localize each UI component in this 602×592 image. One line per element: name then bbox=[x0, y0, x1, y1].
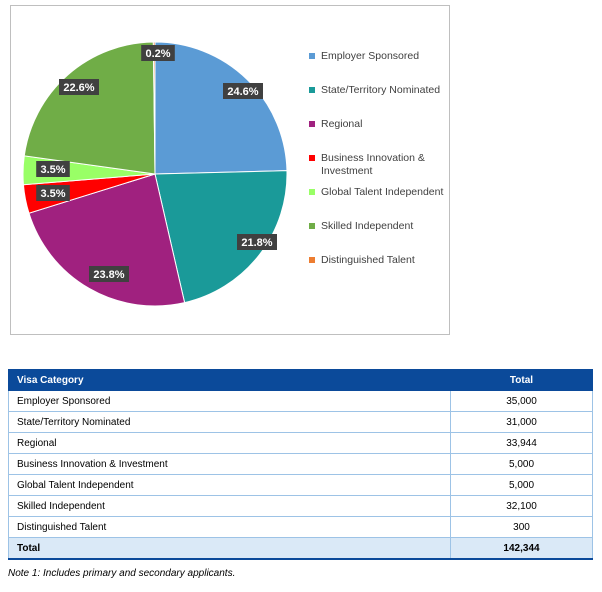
cell-visa-category: Global Talent Independent bbox=[8, 474, 451, 496]
svg-text:23.8%: 23.8% bbox=[93, 269, 124, 281]
cell-visa-category: Total bbox=[8, 537, 451, 560]
cell-visa-category: Business Innovation & Investment bbox=[8, 453, 451, 475]
cell-total: 142,344 bbox=[450, 537, 593, 560]
legend-item: Employer Sponsored bbox=[309, 50, 419, 63]
cell-visa-category: Distinguished Talent bbox=[8, 516, 451, 538]
visa-category-table: Visa Category Total Employer Sponsored 35… bbox=[8, 369, 593, 560]
legend-label: Business Innovation & Investment bbox=[321, 152, 425, 177]
legend-swatch bbox=[309, 257, 315, 263]
cell-total: 5,000 bbox=[450, 474, 593, 496]
cell-total: 33,944 bbox=[450, 432, 593, 454]
svg-text:0.2%: 0.2% bbox=[145, 48, 170, 60]
legend-swatch bbox=[309, 223, 315, 229]
cell-total: 300 bbox=[450, 516, 593, 538]
legend-item: Global Talent Independent bbox=[309, 186, 443, 199]
table-row: Regional 33,944 bbox=[8, 432, 593, 454]
table-note: Note 1: Includes primary and secondary a… bbox=[8, 568, 236, 579]
header-total: Total bbox=[450, 369, 593, 391]
table-row: State/Territory Nominated 31,000 bbox=[8, 411, 593, 433]
cell-visa-category: State/Territory Nominated bbox=[8, 411, 451, 433]
legend-label: State/Territory Nominated bbox=[321, 84, 441, 96]
legend-label: Skilled Independent bbox=[321, 220, 414, 232]
cell-total: 5,000 bbox=[450, 453, 593, 475]
table-row: Global Talent Independent 5,000 bbox=[8, 474, 593, 496]
legend-swatch bbox=[309, 155, 315, 161]
pie-slice bbox=[28, 173, 186, 307]
data-label: 22.6% bbox=[59, 79, 99, 95]
legend-item: Business Innovation & Investment bbox=[309, 152, 449, 178]
svg-text:24.6%: 24.6% bbox=[227, 86, 258, 98]
legend-item: Regional bbox=[309, 118, 362, 131]
legend-label: Employer Sponsored bbox=[321, 50, 420, 62]
pie-chart: 24.6% 21.8% 23.8% 3.5% 3.5% 22.6% 0.2% bbox=[22, 41, 288, 307]
data-label: 3.5% bbox=[36, 161, 70, 177]
header-visa-category: Visa Category bbox=[8, 369, 451, 391]
pie-slice bbox=[154, 41, 288, 175]
legend-swatch bbox=[309, 87, 315, 93]
pie-chart-frame: 24.6% 21.8% 23.8% 3.5% 3.5% 22.6% 0.2% Employe… bbox=[10, 5, 450, 335]
legend-label: Distinguished Talent bbox=[321, 254, 415, 266]
table-row: Skilled Independent 32,100 bbox=[8, 495, 593, 517]
table-row: Distinguished Talent 300 bbox=[8, 516, 593, 538]
data-label: 0.2% bbox=[141, 45, 175, 61]
table-row: Employer Sponsored 35,000 bbox=[8, 390, 593, 412]
legend-item: Skilled Independent bbox=[309, 220, 413, 233]
svg-text:3.5%: 3.5% bbox=[40, 188, 65, 200]
legend-swatch bbox=[309, 189, 315, 195]
data-label: 24.6% bbox=[223, 83, 263, 99]
pie-slice bbox=[152, 41, 156, 175]
cell-total: 31,000 bbox=[450, 411, 593, 433]
cell-total: 35,000 bbox=[450, 390, 593, 412]
legend-item: State/Territory Nominated bbox=[309, 84, 440, 97]
cell-visa-category: Employer Sponsored bbox=[8, 390, 451, 412]
table-total-row: Total 142,344 bbox=[8, 537, 593, 560]
svg-text:21.8%: 21.8% bbox=[241, 237, 272, 249]
svg-text:3.5%: 3.5% bbox=[40, 164, 65, 176]
legend-swatch bbox=[309, 121, 315, 127]
table-header-row: Visa Category Total bbox=[8, 369, 593, 391]
legend-swatch bbox=[309, 53, 315, 59]
pie-slice bbox=[154, 170, 288, 304]
legend-label: Global Talent Independent bbox=[321, 186, 444, 198]
data-label: 3.5% bbox=[36, 185, 70, 201]
legend-label: Regional bbox=[321, 118, 363, 130]
cell-visa-category: Skilled Independent bbox=[8, 495, 451, 517]
legend-item: Distinguished Talent bbox=[309, 254, 415, 267]
data-label: 21.8% bbox=[237, 234, 277, 250]
data-label: 23.8% bbox=[89, 266, 129, 282]
svg-text:22.6%: 22.6% bbox=[63, 82, 94, 94]
pie-slice bbox=[23, 41, 156, 175]
cell-total: 32,100 bbox=[450, 495, 593, 517]
cell-visa-category: Regional bbox=[8, 432, 451, 454]
table-row: Business Innovation & Investment 5,000 bbox=[8, 453, 593, 475]
